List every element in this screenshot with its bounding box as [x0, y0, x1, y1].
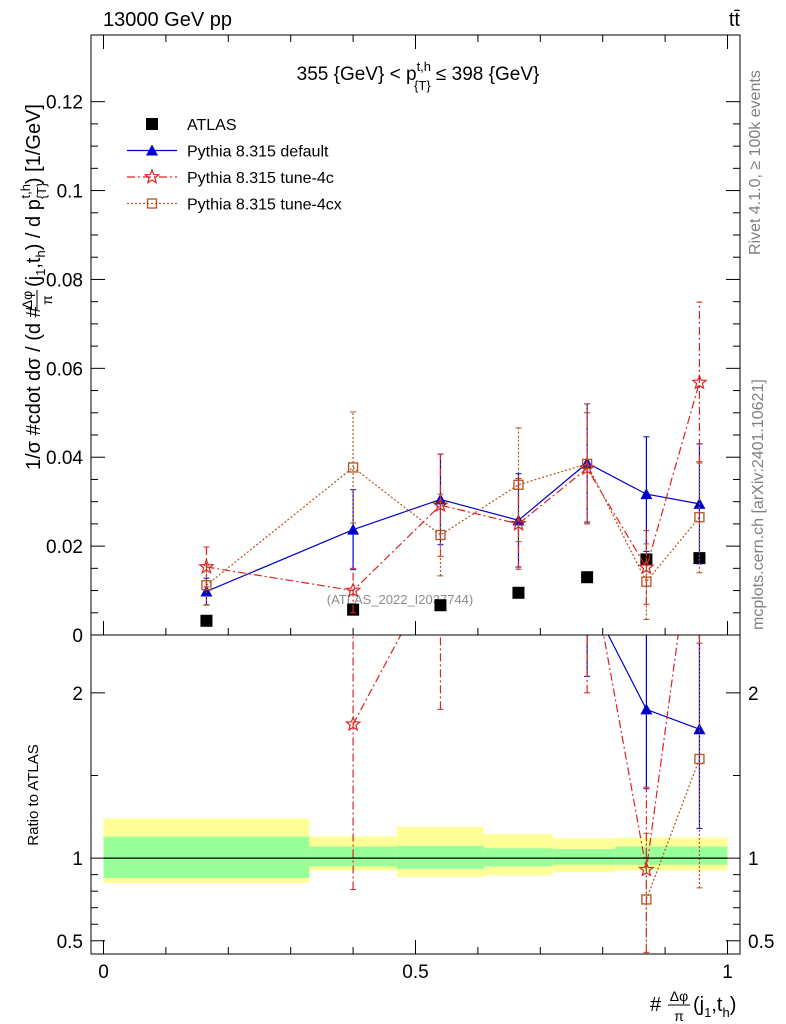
ratio-series-layer — [344, 537, 706, 954]
main-series-layer — [198, 301, 708, 627]
svg-text:Δφ: Δφ — [19, 291, 35, 309]
legend-label-pythia-8-315-tune-4c: Pythia 8.315 tune-4c — [187, 170, 334, 187]
ratio-ytick-label: 0.5 — [57, 932, 83, 953]
legend-label-atlas: ATLAS — [187, 117, 237, 134]
main-point-pythia-8-315-tune-4cx — [435, 529, 446, 541]
main-point-atlas — [434, 599, 447, 612]
xtick-label: 1 — [722, 962, 733, 983]
source-label: mcplots.cern.ch [arXiv:2401.10621] — [750, 379, 767, 630]
process-label: tt̄ — [729, 9, 741, 31]
legend-marker-pythia-8-315-tune-4c — [143, 168, 161, 185]
main-point-pythia-8-315-tune-4c — [198, 558, 215, 575]
main-ytick-label: 0.1 — [57, 182, 83, 203]
main-point-pythia-8-315-tune-4cx — [641, 576, 652, 587]
main-ytick-label: 0.12 — [46, 93, 83, 114]
legend: ATLAS Pythia 8.315 default Pythia 8.315 tu… — [127, 117, 342, 214]
ratio-band-inner — [103, 836, 310, 878]
ratio-point-pythia-8-315-tune-4cx — [694, 753, 705, 765]
main-ytick-label: 0 — [72, 626, 83, 647]
ratio-band-inner — [484, 848, 553, 867]
ratio-point-pythia-8-315-default — [693, 723, 706, 735]
xtick-label: 0 — [98, 962, 109, 983]
ratio-band-inner — [552, 849, 616, 865]
ratio-ylabel: Ratio to ATLAS — [25, 744, 42, 845]
ratio-frame — [90, 634, 741, 955]
main-point-pythia-8-315-default — [200, 585, 213, 597]
ratio-line-pythia-8-315-tune-4c — [352, 635, 679, 870]
legend-marker-pythia-8-315-tune-4cx — [146, 198, 158, 209]
main-point-pythia-8-315-default — [640, 488, 653, 500]
main-point-pythia-8-315-tune-4cx — [201, 580, 212, 591]
main-point-pythia-8-315-tune-4c — [432, 496, 449, 513]
ratio-point-pythia-8-315-tune-4c — [581, 537, 594, 550]
axes-layer: 0 0.02 0.04 0.06 0.08 0.1 0.12 0.5 0.5 1 1 2 2 0 0.5 1 — [46, 35, 774, 983]
main-ytick-label: 0.04 — [46, 448, 83, 469]
main-point-pythia-8-315-tune-4cx — [694, 512, 705, 523]
main-point-pythia-8-315-tune-4cx — [347, 462, 359, 473]
ratio-uncertainty-bands — [103, 818, 728, 883]
ratio-line-pythia-8-315-default — [607, 635, 700, 730]
ratio-point-pythia-8-315-tune-4c — [344, 715, 362, 732]
main-ytick-label: 0.06 — [46, 359, 83, 380]
ratio-ytick-label-right: 2 — [748, 684, 759, 705]
plot-title: 355 {GeV} < pt,h {T} ≤ 398 {GeV} — [297, 59, 540, 93]
rivet-label: Rivet 4.1.0, ≥ 100k events — [747, 70, 764, 255]
main-point-atlas — [200, 614, 213, 627]
main-point-pythia-8-315-tune-4c — [691, 373, 708, 390]
svg-text:#: # — [650, 994, 662, 1016]
ratio-point-pythia-8-315-tune-4cx — [641, 894, 652, 905]
svg-text:1/σ #cdot dσ / (d #: 1/σ #cdot dσ / (d # — [23, 305, 45, 470]
main-line-pythia-8-315-tune-4c — [206, 382, 701, 592]
legend-marker-atlas — [146, 118, 158, 130]
legend-label-pythia-8-315-default: Pythia 8.315 default — [187, 144, 329, 161]
svg-text:π: π — [39, 295, 55, 305]
main-point-pythia-8-315-tune-4c — [510, 515, 527, 531]
ratio-ytick-label: 1 — [72, 849, 83, 870]
ratio-ytick-label: 2 — [72, 684, 83, 705]
svg-text:π: π — [674, 1008, 684, 1024]
main-point-pythia-8-315-tune-4cx — [513, 479, 524, 490]
legend-marker-pythia-8-315-default — [146, 144, 158, 156]
main-point-atlas — [581, 571, 594, 584]
ratio-ytick-label-right: 0.5 — [748, 932, 774, 953]
ratio-line-pythia-8-315-tune-4cx — [645, 758, 700, 900]
ratio-point-pythia-8-315-default — [640, 703, 653, 715]
main-ytick-label: 0.02 — [46, 537, 83, 558]
svg-text:(j1,th) / d p{T}t,h) [1/GeV]: (j1,th) / d p{T}t,h) [1/GeV] — [18, 104, 49, 287]
xtick-label: 0.5 — [402, 962, 428, 983]
ratio-band-inner — [615, 846, 728, 865]
main-ytick-label: 0.08 — [46, 270, 83, 291]
main-point-pythia-8-315-tune-4c — [344, 581, 362, 598]
xlabel: # Δφ π (j1,th) — [650, 988, 736, 1024]
svg-text:Δφ: Δφ — [670, 988, 688, 1004]
legend-label-pythia-8-315-tune-4cx: Pythia 8.315 tune-4cx — [187, 197, 342, 214]
svg-text:(j1,th): (j1,th) — [693, 994, 736, 1020]
ratio-ytick-label-right: 1 — [748, 849, 759, 870]
main-line-pythia-8-315-tune-4cx — [206, 463, 700, 586]
main-point-atlas — [512, 586, 525, 599]
main-ylabel: 1/σ #cdot dσ / (d # Δφ π (j1,th) / d p{T… — [18, 104, 55, 470]
ratio-point-pythia-8-315-default — [581, 588, 593, 599]
energy-label: 13000 GeV pp — [103, 9, 232, 31]
ratio-band-inner — [396, 845, 485, 869]
main-point-pythia-8-315-default — [347, 523, 360, 535]
main-point-pythia-8-315-tune-4cx — [581, 458, 593, 470]
